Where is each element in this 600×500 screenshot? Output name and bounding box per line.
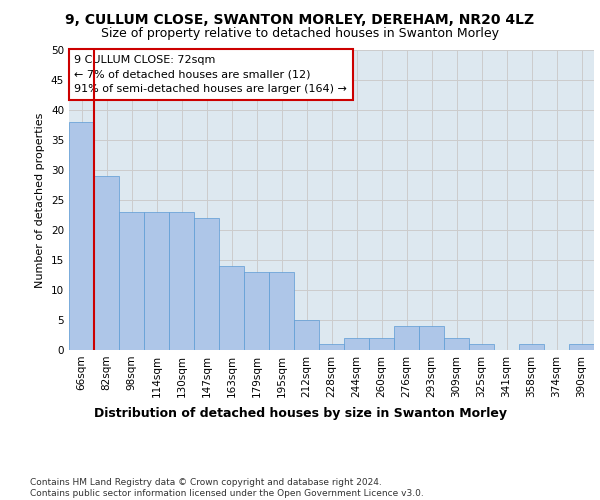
Bar <box>469 344 494 350</box>
Bar <box>344 338 369 350</box>
Bar <box>294 320 319 350</box>
Bar <box>194 218 219 350</box>
Bar <box>69 122 94 350</box>
Bar <box>569 344 594 350</box>
Bar <box>394 326 419 350</box>
Bar <box>269 272 294 350</box>
Text: 9, CULLUM CLOSE, SWANTON MORLEY, DEREHAM, NR20 4LZ: 9, CULLUM CLOSE, SWANTON MORLEY, DEREHAM… <box>65 12 535 26</box>
Text: 9 CULLUM CLOSE: 72sqm
← 7% of detached houses are smaller (12)
91% of semi-detac: 9 CULLUM CLOSE: 72sqm ← 7% of detached h… <box>74 54 347 94</box>
Text: Distribution of detached houses by size in Swanton Morley: Distribution of detached houses by size … <box>94 408 506 420</box>
Text: Size of property relative to detached houses in Swanton Morley: Size of property relative to detached ho… <box>101 28 499 40</box>
Bar <box>94 176 119 350</box>
Y-axis label: Number of detached properties: Number of detached properties <box>35 112 46 288</box>
Bar <box>119 212 144 350</box>
Bar <box>444 338 469 350</box>
Bar <box>319 344 344 350</box>
Bar <box>144 212 169 350</box>
Bar <box>419 326 444 350</box>
Bar <box>244 272 269 350</box>
Bar <box>169 212 194 350</box>
Bar <box>519 344 544 350</box>
Text: Contains HM Land Registry data © Crown copyright and database right 2024.
Contai: Contains HM Land Registry data © Crown c… <box>30 478 424 498</box>
Bar <box>369 338 394 350</box>
Bar <box>219 266 244 350</box>
